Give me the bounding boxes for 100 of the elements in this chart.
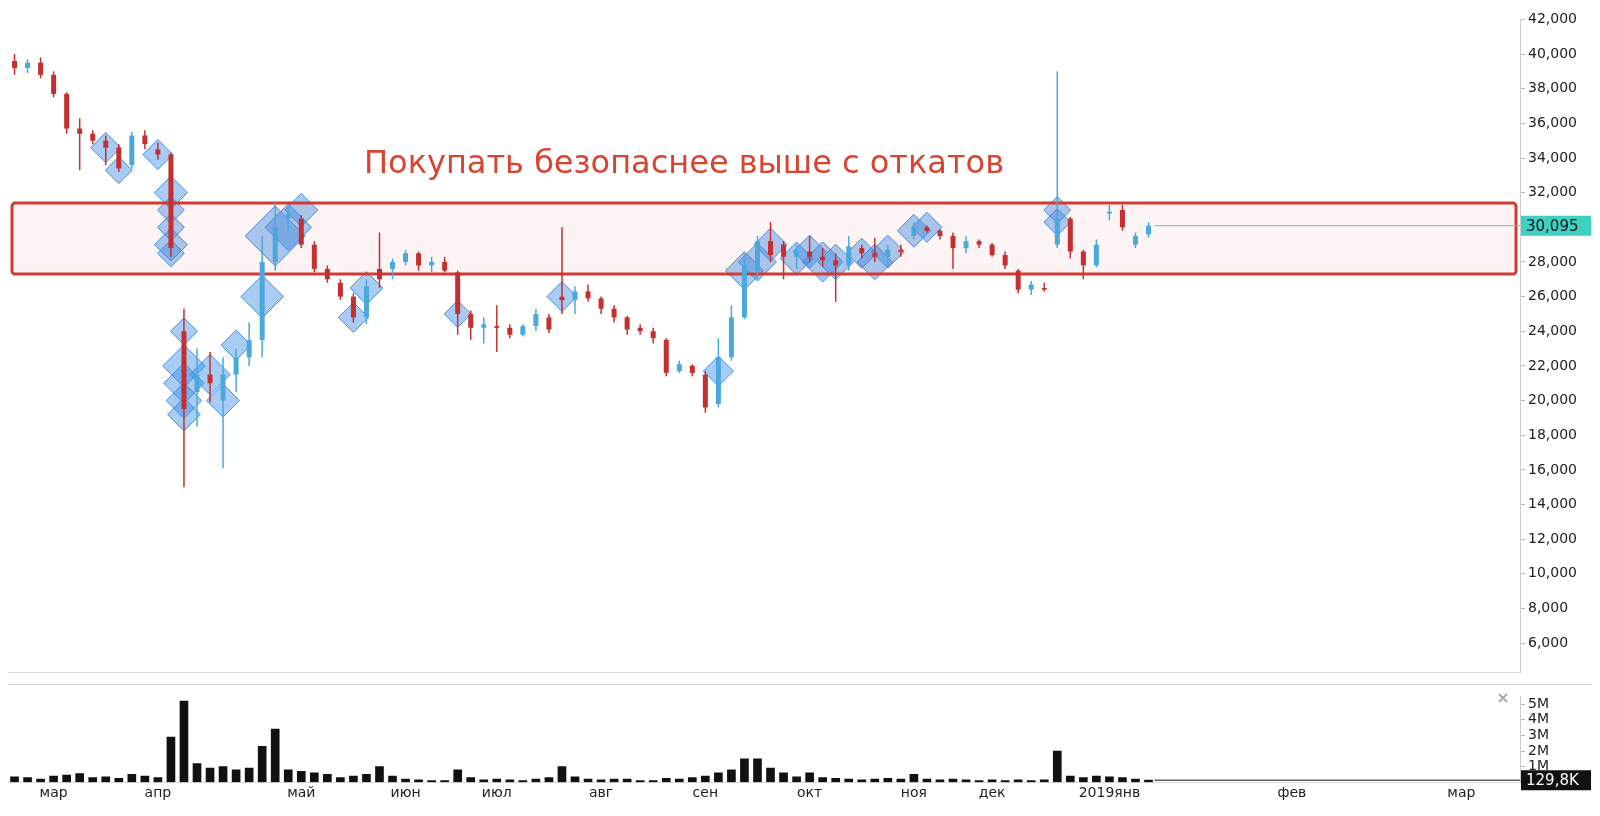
candlestick (572, 285, 578, 315)
bar (518, 780, 528, 783)
candlestick (194, 347, 200, 428)
bar (127, 774, 137, 783)
bar (635, 780, 645, 783)
bar (570, 776, 580, 783)
bar (375, 766, 384, 783)
x-tick-label: окт (797, 784, 823, 801)
x-tick-label: дек (978, 784, 1006, 801)
bar (244, 767, 254, 783)
bar (257, 745, 267, 783)
bar (792, 776, 801, 783)
bar (75, 773, 85, 783)
bar (648, 780, 658, 783)
candlestick (1080, 249, 1086, 281)
y-tick-label: 12,000 (1528, 529, 1577, 546)
candlestick (846, 235, 852, 272)
bar (1118, 777, 1127, 783)
candlestick (77, 117, 83, 171)
bar (309, 772, 319, 783)
bar (544, 777, 554, 783)
candlestick (781, 240, 787, 281)
bar (818, 777, 827, 783)
candlestick (285, 205, 291, 232)
bar (401, 778, 410, 783)
x-tick-label: фев (1277, 784, 1307, 801)
candlestick (51, 70, 57, 99)
bar (192, 763, 202, 783)
candlestick (807, 235, 813, 263)
bar (231, 769, 241, 783)
candlestick (103, 134, 109, 166)
bar (205, 767, 215, 783)
y-tick-label: 36,000 (1528, 114, 1577, 130)
bar (179, 700, 189, 783)
y-tick-label: 18,000 (1528, 425, 1577, 442)
bar (388, 775, 397, 783)
bar (1105, 776, 1114, 783)
bar (805, 772, 814, 783)
y-tick-label: 38,000 (1528, 79, 1577, 96)
bar (153, 777, 163, 783)
bar (36, 778, 45, 783)
candlestick (1041, 282, 1047, 293)
ref-line-label: 30,095 (1526, 216, 1579, 235)
bar (674, 778, 684, 783)
y-tick-label: 14,000 (1528, 495, 1577, 512)
bar (296, 770, 306, 783)
bar (1144, 779, 1153, 783)
bar (753, 758, 762, 783)
y-tick-label: 3M (1528, 726, 1549, 743)
bar (1065, 775, 1075, 783)
candlestick (481, 316, 487, 345)
bar (114, 777, 124, 783)
bar (270, 728, 280, 783)
bar (427, 780, 436, 783)
y-tick-label: 26,000 (1528, 287, 1577, 304)
y-tick-label: 4M (1528, 710, 1549, 727)
bar (10, 776, 19, 783)
candlestick (468, 309, 474, 341)
candlestick (376, 231, 382, 289)
x-tick-label: мар (39, 784, 68, 801)
candlestick (624, 314, 630, 336)
bar (440, 780, 449, 783)
candlestick (494, 304, 500, 353)
candlestick (768, 221, 774, 263)
bar (492, 778, 502, 783)
y-tick-label: 5M (1528, 694, 1549, 711)
bar (883, 777, 893, 783)
candlestick (1119, 204, 1125, 232)
candlestick (12, 53, 18, 76)
bar (466, 777, 476, 783)
bar (661, 777, 671, 783)
y-tick-label: 24,000 (1528, 321, 1577, 338)
bar (362, 774, 371, 783)
candlestick (885, 243, 891, 267)
bar (687, 777, 697, 783)
bar (283, 769, 293, 783)
bar (166, 736, 176, 783)
candlestick (794, 243, 800, 270)
bar (1026, 780, 1036, 783)
candlestick (416, 250, 422, 272)
x-tick-label: ноя (900, 784, 927, 801)
y-tick-label: 2M (1528, 741, 1549, 758)
x-tick-label: мар (1447, 784, 1476, 801)
bar (701, 775, 710, 783)
candlestick (233, 347, 239, 393)
candlestick (1093, 238, 1099, 268)
x-tick-label: июл (481, 784, 512, 801)
bar (1092, 775, 1101, 783)
x-tick-label: апр (144, 784, 172, 801)
bar (714, 772, 723, 783)
candlestick (38, 56, 44, 80)
ref-line-label: 129,8K (1526, 771, 1580, 790)
bar (218, 766, 228, 783)
bar (349, 775, 358, 783)
bar (740, 758, 749, 783)
candlestick (950, 231, 956, 270)
bar (557, 766, 567, 783)
bar (1131, 778, 1140, 783)
bar (779, 772, 788, 783)
x-tick-label: сен (692, 784, 719, 801)
